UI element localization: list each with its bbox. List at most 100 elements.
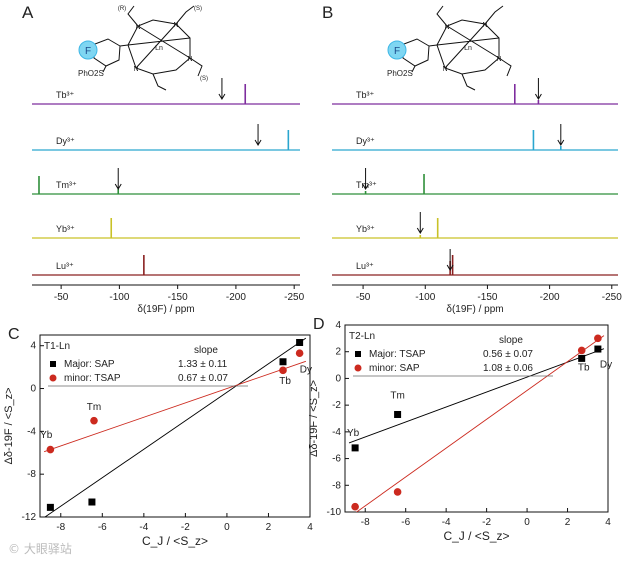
panel-b-series-label: Tm³⁺ [356, 180, 377, 190]
panel-b-series-label: Dy³⁺ [356, 136, 375, 146]
panel-d-y-axis-label: Δδ-19F / <S_z> [308, 380, 320, 457]
panel-b-panel-label: B [322, 3, 333, 22]
panel-a-structure [93, 5, 203, 91]
panel-c-legend-label: Major: SAP [64, 359, 115, 370]
panel-b-x-axis-label: δ(19F) / ppm [446, 304, 503, 315]
panel-a-stereo-label: (S) [200, 76, 208, 82]
panel-b-series-4: Yb³⁺ [332, 212, 618, 239]
panel-d-y-tick-label: -10 [327, 507, 342, 518]
panel-b-arrow [416, 212, 424, 234]
panel-b-nitrogen-atom: N [496, 56, 501, 63]
panel-a-linker [102, 44, 129, 73]
panel-d-x-tick-label: 4 [605, 517, 611, 528]
panel-b-nitrogen-atom: N [442, 66, 447, 73]
panel-b-coordination-bonds [436, 23, 500, 69]
panel-b-series-5: Lu³⁺ [332, 249, 618, 276]
panel-a-fluoro-highlight [78, 40, 98, 60]
panel-d-x-tick-label: -6 [401, 517, 410, 528]
panel-c-point-circle [90, 416, 98, 425]
panel-b-structure [402, 5, 512, 91]
panel-b-macrocycle [436, 19, 500, 75]
panel-b-series-label: Lu³⁺ [356, 261, 374, 271]
panel-a-panel-label: A [22, 3, 34, 22]
watermark: © 大眼驿站 [8, 542, 72, 556]
panel-d-point-label: Yb [347, 428, 360, 439]
panel-d-y-tick-label: -4 [332, 427, 341, 438]
panel-c-point-label: Yb [40, 430, 53, 441]
panel-c-x-tick-label: 0 [224, 522, 230, 533]
panel-c-point-square [279, 358, 287, 366]
panel-b-series-label: Tb³⁺ [356, 90, 375, 100]
panel-c-point-square [88, 498, 96, 506]
panel-c-legend-header: slope [194, 345, 218, 356]
panel-b-sulfonyl-label: PhO2S [387, 69, 413, 78]
panel-d-legend-slope: 1.08 ± 0.06 [483, 363, 533, 374]
panel-c-point-circle [46, 445, 55, 454]
panel-a-series-3: Tm³⁺ [32, 168, 300, 195]
panel-a-nitrogen-atom: N [135, 24, 140, 31]
panel-a-series-label: Dy³⁺ [56, 136, 75, 146]
panel-d-legend-slope: 0.56 ± 0.07 [483, 349, 533, 360]
panel-c-title: T1-Ln [44, 341, 70, 352]
panel-a-pendant-arms [127, 5, 203, 91]
panel-d-legend-label: Major: TSAP [369, 349, 426, 360]
panel-b-x-tick-label: -200 [540, 292, 560, 303]
panel-b-x-tick-label: -250 [602, 292, 622, 303]
panel-c-fit-line-2 [44, 360, 306, 453]
panel-d-point-label: Dy [600, 360, 612, 371]
panel-d-point-square [594, 345, 602, 353]
panel-a-series-5: Lu³⁺ [32, 255, 300, 276]
panel-b-spectra: B F PhO2S Ln N N N N Tb³⁺ Dy³⁺ Tm³⁺ Yb³⁺ Lu³⁺ -50 -100… [322, 3, 622, 315]
panel-b-fluoro-highlight [387, 40, 407, 60]
panel-a-macrocycle [127, 19, 191, 75]
panel-d-legend-header: slope [499, 335, 523, 346]
panel-d-point-square [351, 444, 359, 452]
panel-a-arrow [218, 78, 226, 100]
panel-c-point-label: Tm [87, 402, 101, 413]
panel-c-x-tick-label: -8 [56, 522, 65, 533]
panel-c-point-circle [295, 349, 304, 358]
panel-a-series-1: Tb³⁺ [32, 78, 300, 105]
panel-d-panel-label: D [313, 316, 325, 333]
panel-b-series-2: Dy³⁺ [332, 124, 618, 151]
panel-d-x-tick-label: -4 [442, 517, 451, 528]
panel-d-y-tick-label: 2 [335, 347, 341, 358]
panel-b-x-tick-label: -50 [356, 292, 371, 303]
panel-c-point-square [296, 338, 304, 346]
panel-d-legend-marker [354, 364, 362, 372]
panel-d-point-square [394, 410, 402, 418]
panel-c-panel-label: C [8, 326, 20, 343]
panel-b-arrow [534, 78, 542, 100]
panel-a-nitrogen-atom: N [133, 66, 138, 73]
panel-a-coordination-bonds [127, 23, 191, 69]
panel-c-x-tick-label: -2 [181, 522, 190, 533]
panel-b-arrow [446, 249, 454, 271]
panel-b-series-1: Tb³⁺ [332, 78, 618, 105]
panel-a-stereo-label: (S) [194, 6, 202, 12]
panel-d-y-tick-label: 0 [335, 373, 341, 384]
panel-d-legend-marker [355, 351, 361, 357]
panel-c-x-axis-label: C_J / <S_z> [142, 534, 208, 548]
panel-a-arrow [254, 124, 262, 146]
panel-c-x-tick-label: 2 [266, 522, 272, 533]
panel-a-fluoro-label: F [85, 46, 91, 57]
panel-d-y-tick-label: -6 [332, 454, 341, 465]
panel-c-y-tick-label: 0 [30, 384, 36, 395]
panel-a-arrow [114, 168, 122, 190]
panel-d-y-tick-label: -8 [332, 480, 341, 491]
panel-b-x-tick-label: -100 [415, 292, 435, 303]
panel-c-x-tick-label: -6 [98, 522, 107, 533]
panel-d-x-axis-label: C_J / <S_z> [443, 529, 509, 543]
panel-d-point-circle [351, 502, 359, 511]
panel-d-point-circle [393, 488, 402, 496]
panel-c-legend-slope: 0.67 ± 0.07 [178, 373, 228, 384]
panel-c-y-tick-label: -12 [22, 512, 37, 523]
panel-d-title: T2-Ln [349, 331, 375, 342]
panel-a-x-tick-label: -250 [284, 292, 304, 303]
panel-c-scatter: C T1-Ln -8 -6 -4 -2 0 2 4 4 0 -4 -8 -12 C_J / <S_z> Δδ-… [3, 326, 313, 548]
panel-a-series-label: Lu³⁺ [56, 261, 74, 271]
panel-a-pyridine-ring [93, 38, 121, 67]
panel-b-nitrogen-atom: N [444, 24, 449, 31]
panel-c-y-tick-label: -4 [27, 426, 36, 437]
panel-b-fluoro-label: F [394, 46, 400, 57]
